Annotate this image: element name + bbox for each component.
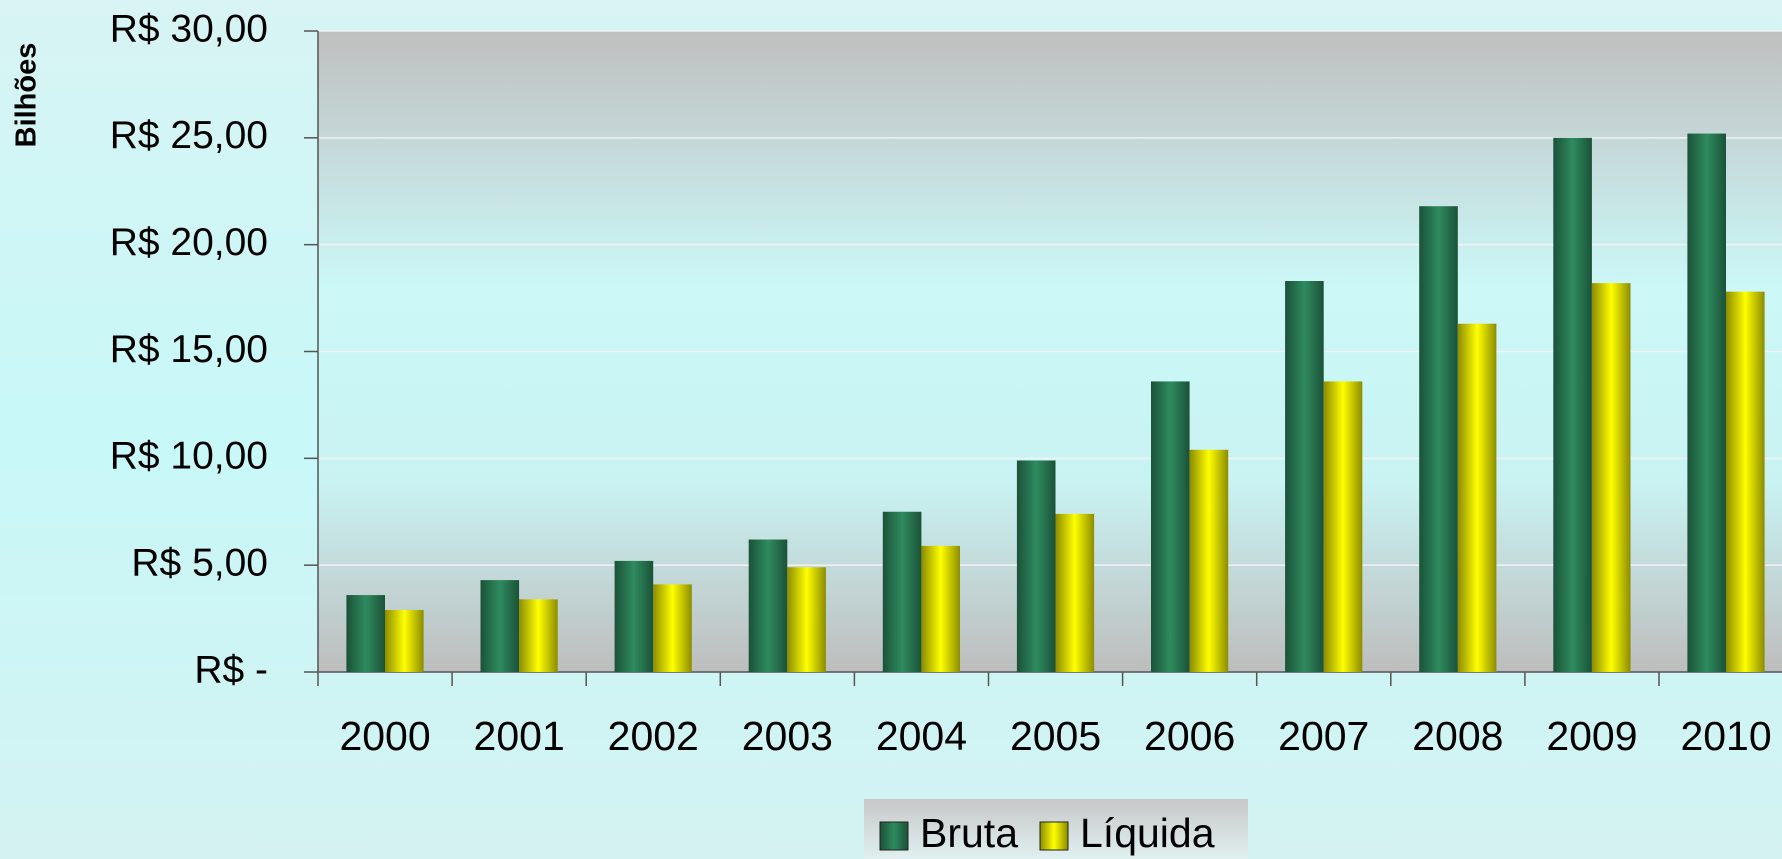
- legend-label: Líquida: [1080, 810, 1215, 856]
- x-tick-label: 2000: [339, 713, 430, 759]
- bar: [1687, 133, 1726, 672]
- x-tick-label: 2009: [1546, 713, 1637, 759]
- legend-label: Bruta: [920, 810, 1018, 856]
- bar: [653, 584, 692, 672]
- y-tick-label: R$ 25,00: [110, 114, 268, 157]
- legend-swatch: [879, 821, 909, 851]
- x-tick-label: 2006: [1144, 713, 1235, 759]
- bar: [1151, 381, 1190, 672]
- y-tick-label: R$ 15,00: [110, 328, 268, 371]
- x-tick-label: 2007: [1278, 713, 1369, 759]
- bar: [1591, 283, 1631, 672]
- bar: [1285, 280, 1324, 672]
- x-tick-label: 2010: [1680, 713, 1771, 759]
- x-tick-label: 2008: [1412, 713, 1503, 759]
- bar: [1055, 513, 1095, 672]
- y-tick-label: R$ 30,00: [110, 7, 268, 50]
- bar: [480, 580, 520, 672]
- x-tick-label: 2004: [876, 713, 967, 759]
- bar: [1726, 291, 1765, 672]
- y-tick-label: R$ 5,00: [131, 541, 268, 584]
- bar: [1553, 137, 1592, 673]
- bar: [1016, 460, 1056, 672]
- bar: [614, 560, 654, 672]
- bar: [346, 595, 385, 672]
- bar: [1189, 449, 1229, 672]
- bar: [921, 545, 960, 672]
- bar: [519, 599, 558, 672]
- x-tick-label: 2002: [608, 713, 699, 759]
- x-tick-label: 2003: [742, 713, 833, 759]
- legend: Bruta Líquida: [864, 799, 1248, 859]
- y-tick-label: R$ 10,00: [110, 435, 268, 478]
- bar: [1323, 381, 1363, 672]
- bar: [1457, 323, 1497, 672]
- bar: [1419, 206, 1458, 672]
- y-axis-label: Bilhões: [11, 43, 43, 148]
- bar: [882, 511, 922, 672]
- legend-swatch: [1039, 821, 1069, 851]
- y-tick-label: R$ 20,00: [110, 221, 268, 264]
- y-tick-label: R$ -: [194, 648, 268, 691]
- x-tick-label: 2005: [1010, 713, 1101, 759]
- bar: [748, 539, 788, 672]
- bar: [787, 567, 826, 672]
- bar: [385, 610, 424, 672]
- x-tick-label: 2001: [474, 713, 565, 759]
